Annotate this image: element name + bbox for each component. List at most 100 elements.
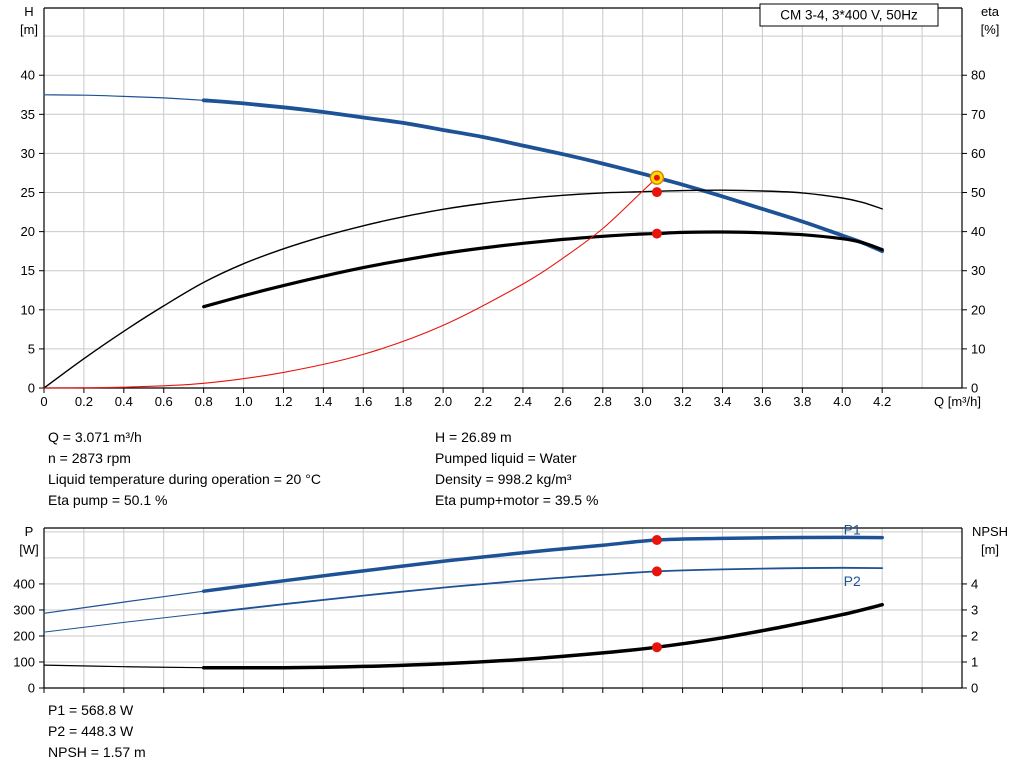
summary-p1: P1 = 568.8 W	[48, 702, 134, 718]
left-axis-tick-label: 40	[21, 68, 35, 83]
right-axis-title: NPSH	[972, 524, 1008, 539]
right-axis-tick-label: 60	[971, 146, 985, 161]
series-label-group: P1	[844, 522, 861, 538]
x-axis-tick-label: 3.6	[753, 394, 771, 409]
series-label-p1: P1	[844, 522, 861, 538]
x-axis-tick-label: 4.2	[873, 394, 891, 409]
right-axis-tick-label: 50	[971, 185, 985, 200]
left-axis-tick-label: 300	[13, 602, 35, 617]
top-curves	[43, 94, 885, 389]
p1-curve	[201, 535, 884, 593]
x-axis-tick-label: 0	[40, 394, 47, 409]
pump-title-box-rect	[759, 3, 939, 27]
x-axis-tick-label: 1.4	[314, 394, 332, 409]
x-axis-tick-label: 3.0	[634, 394, 652, 409]
right-axis-tick-label: 4	[971, 576, 978, 591]
duty-summary-left-column: Q = 3.071 m³/h n = 2873 rpm Liquid tempe…	[48, 427, 321, 511]
left-axis-tick-label: 400	[13, 576, 35, 591]
right-axis-tick-label: 0	[971, 381, 978, 396]
summary-pumped-liquid: Pumped liquid = Water	[435, 450, 577, 466]
duty-point-summary: Q = 3.071 m³/h n = 2873 rpm Liquid tempe…	[48, 427, 988, 517]
left-axis-tick-label: 100	[13, 654, 35, 669]
summary-liquid-temperature: Liquid temperature during operation = 20…	[48, 471, 321, 487]
left-axis-tick-label: 20	[21, 224, 35, 239]
top-ticks	[39, 74, 967, 393]
duty-point-center	[653, 174, 660, 181]
left-axis-tick-label: 5	[28, 341, 35, 356]
right-axis-tick-label: 3	[971, 602, 978, 617]
eta-pump-curve	[43, 189, 883, 389]
series-label-p2: P2	[844, 573, 861, 589]
top-tick-labels: 0 5 10 15 20 25 30 35 40 0 10 20 30 40 50 60 70 80 0 0.2 0.4…	[21, 68, 986, 409]
right-axis-tick-label: 40	[971, 224, 985, 239]
summary-p2: P2 = 448.3 W	[48, 723, 134, 739]
p2-curve	[202, 566, 884, 615]
x-axis-tick-label: 1.6	[354, 394, 372, 409]
right-axis-title-unit: [m]	[981, 542, 999, 557]
x-axis-tick-label: 2.4	[514, 394, 532, 409]
x-axis-tick-label: 0.2	[75, 394, 93, 409]
left-axis-title: H	[24, 4, 33, 19]
npsh-curve-lead	[43, 664, 205, 669]
bottom-markers	[651, 535, 662, 653]
series-label-group: P2	[844, 573, 861, 589]
left-axis-tick-label: 25	[21, 185, 35, 200]
pump-title-box: CM 3-4, 3*400 V, 50Hz	[759, 3, 939, 27]
left-axis-title-unit: [m]	[20, 22, 38, 37]
left-axis-title: P	[25, 524, 34, 539]
left-axis-tick-label: 0	[28, 381, 35, 396]
left-axis-tick-label: 35	[21, 107, 35, 122]
summary-eta-pump: Eta pump = 50.1 %	[48, 492, 168, 508]
power-npsh-summary: P1 = 568.8 W P2 = 448.3 W NPSH = 1.57 m	[48, 700, 146, 763]
left-axis-tick-label: 15	[21, 263, 35, 278]
bottom-ticks	[39, 583, 967, 693]
left-axis-title-unit: [W]	[19, 542, 39, 557]
x-axis-tick-label: 1.8	[394, 394, 412, 409]
pump-title-box-label: CM 3-4, 3*400 V, 50Hz	[780, 8, 918, 23]
summary-eta-pump-motor: Eta pump+motor = 39.5 %	[435, 492, 599, 508]
x-axis-tick-label: 2.0	[434, 394, 452, 409]
bottom-curves	[43, 535, 884, 670]
operating-point-marker	[651, 187, 662, 198]
right-axis-title-unit: [%]	[981, 22, 1000, 37]
duty-summary-right-column: H = 26.89 m Pumped liquid = Water Densit…	[435, 427, 598, 511]
operating-point-marker	[651, 566, 662, 577]
x-axis-tick-label: 1.0	[235, 394, 253, 409]
right-axis-tick-label: 80	[971, 68, 985, 83]
summary-flow: Q = 3.071 m³/h	[48, 429, 142, 445]
right-axis-tick-label: 30	[971, 263, 985, 278]
x-axis-tick-label: 0.4	[115, 394, 133, 409]
head-curve-lead	[43, 94, 205, 101]
p2-curve-lead	[43, 612, 205, 633]
x-axis-tick-label: 2.6	[554, 394, 572, 409]
right-axis-tick-label: 2	[971, 628, 978, 643]
x-axis-tick-label: 4.0	[833, 394, 851, 409]
bottom-chart: 0 100 200 300 400 0 1 2 3 4 P [W] NPSH [m] P1 P2	[13, 522, 1008, 696]
p1-curve-lead	[43, 590, 205, 614]
x-axis-tick-label: 0.6	[155, 394, 173, 409]
operating-point-marker	[651, 535, 662, 545]
summary-density: Density = 998.2 kg/m³	[435, 471, 572, 487]
eta-pump-motor-curve	[202, 230, 884, 309]
right-axis-tick-label: 1	[971, 654, 978, 669]
system-curve	[43, 177, 658, 389]
summary-npsh: NPSH = 1.57 m	[48, 744, 146, 760]
x-axis-tick-label: 3.4	[713, 394, 731, 409]
x-axis-tick-label: 0.8	[195, 394, 213, 409]
head-curve	[201, 98, 885, 254]
right-axis-tick-label: 0	[971, 681, 978, 696]
x-axis-tick-label: 3.8	[793, 394, 811, 409]
npsh-curve	[201, 602, 884, 670]
bottom-axis-titles: P [W] NPSH [m]	[19, 524, 1008, 557]
summary-head: H = 26.89 m	[435, 429, 512, 445]
bottom-grid	[44, 528, 962, 688]
top-markers	[649, 170, 665, 239]
top-axes	[43, 7, 963, 389]
x-axis-tick-label: 1.2	[274, 394, 292, 409]
x-axis-tick-label: 3.2	[674, 394, 692, 409]
left-axis-tick-label: 200	[13, 628, 35, 643]
summary-speed: n = 2873 rpm	[48, 450, 131, 466]
right-axis-title: eta	[981, 4, 1000, 19]
